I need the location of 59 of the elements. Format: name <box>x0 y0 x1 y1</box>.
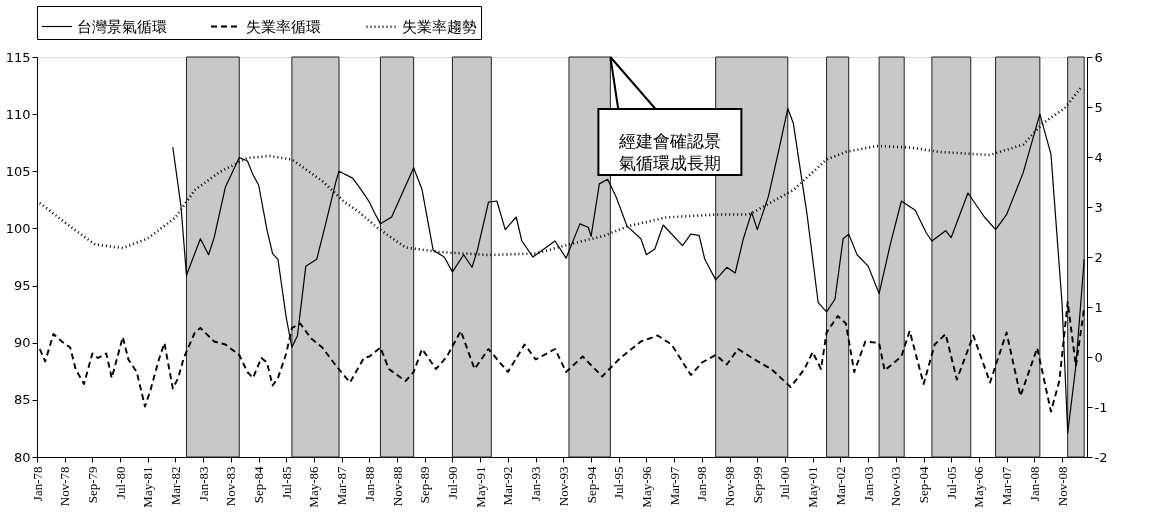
y2-tick-label: 2 <box>1094 249 1103 265</box>
legend-label: 失業率循環 <box>246 17 321 36</box>
x-tick-label: Sep-79 <box>84 466 100 504</box>
y2-tick-label: 4 <box>1094 149 1103 165</box>
y-tick-label: 105 <box>5 163 31 179</box>
y2-tick-label: 1 <box>1094 299 1103 315</box>
x-tick-label: Jul-05 <box>943 466 959 499</box>
x-tick-label: Mar-02 <box>832 466 848 506</box>
x-tick-label: Sep-99 <box>749 466 765 504</box>
x-tick-label: Jan-98 <box>694 466 710 502</box>
x-tick-label: Sep-94 <box>583 466 599 504</box>
x-tick-label: Sep-84 <box>251 466 267 504</box>
x-tick-label: May-86 <box>306 466 322 508</box>
x-tick-label: Jan-78 <box>29 466 45 502</box>
x-tick-label: Jul-80 <box>112 466 128 499</box>
x-tick-label: Mar-87 <box>334 466 350 506</box>
annotation: 經建會確認景氣循環成長期 <box>617 131 721 173</box>
x-tick-label: Mar-82 <box>167 466 183 506</box>
x-tick-label: Sep-89 <box>417 466 433 504</box>
x-tick-label: Nov-08 <box>1054 466 1070 507</box>
x-tick-label: Jul-85 <box>278 466 294 499</box>
x-tick-label: Jul-90 <box>444 466 460 499</box>
x-tick-label: Nov-78 <box>57 466 73 507</box>
y-tick-label: 85 <box>13 392 31 408</box>
y-tick-label: 100 <box>5 220 31 236</box>
x-tick-label: Jul-00 <box>777 466 793 499</box>
y2-tick-label: -2 <box>1094 449 1108 465</box>
x-tick-label: Sep-04 <box>916 466 932 504</box>
x-tick-label: May-81 <box>140 466 156 508</box>
x-tick-label: Mar-97 <box>666 466 682 506</box>
x-tick-label: Nov-03 <box>888 466 904 507</box>
y2-tick-label: 5 <box>1094 99 1103 115</box>
x-tick-label: Mar-07 <box>999 466 1015 506</box>
x-tick-label: Nov-83 <box>223 466 239 507</box>
x-tick-label: May-01 <box>805 466 821 508</box>
x-tick-label: May-06 <box>971 466 987 508</box>
y2-tick-label: 0 <box>1094 349 1103 365</box>
x-tick-label: Nov-98 <box>722 466 738 507</box>
y-tick-label: 95 <box>13 278 31 294</box>
x-tick-label: Jan-08 <box>1026 466 1042 502</box>
x-tick-label: Jul-95 <box>611 466 627 499</box>
legend-label: 台灣景氣循環 <box>77 17 167 36</box>
y2-tick-label: 6 <box>1094 49 1103 65</box>
y2-tick-label: 3 <box>1094 199 1103 215</box>
x-tick-label: Mar-92 <box>500 466 516 506</box>
y-tick-label: 80 <box>13 449 31 465</box>
y2-tick-label: -1 <box>1094 399 1108 415</box>
y-tick-label: 90 <box>13 335 31 351</box>
y-tick-label: 115 <box>5 49 31 65</box>
x-tick-label: May-91 <box>472 466 488 508</box>
x-tick-label: Nov-93 <box>555 466 571 507</box>
legend-label: 失業率趨勢 <box>402 17 477 36</box>
x-tick-label: Jan-03 <box>860 466 876 502</box>
x-tick-label: Jan-88 <box>361 466 377 502</box>
x-tick-label: Jan-83 <box>195 466 211 502</box>
y-tick-label: 110 <box>5 106 31 122</box>
x-tick-label: Jan-93 <box>528 466 544 502</box>
x-tick-label: May-96 <box>638 466 654 508</box>
x-tick-label: Nov-88 <box>389 466 405 507</box>
